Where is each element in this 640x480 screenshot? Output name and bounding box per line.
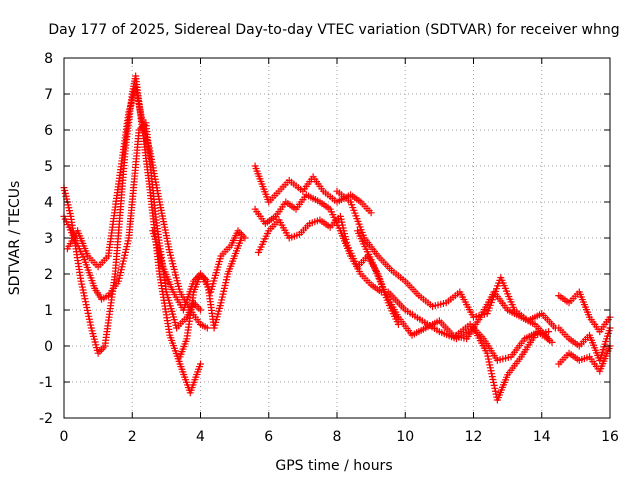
data-point — [197, 306, 204, 314]
grid-lines — [64, 58, 610, 418]
series-sat-o — [555, 324, 614, 364]
series-sat-h — [255, 212, 402, 328]
x-tick-label: 16 — [601, 429, 619, 445]
series-sat-e — [176, 234, 245, 361]
y-tick-label: 5 — [44, 159, 53, 175]
x-tick-label: 0 — [60, 429, 69, 445]
data-point — [203, 324, 211, 332]
y-tick-label: 3 — [44, 231, 53, 247]
data-point — [195, 304, 203, 312]
x-tick-label: 6 — [264, 429, 273, 445]
x-axis-label: GPS time / hours — [275, 458, 392, 474]
y-tick-label: 8 — [44, 51, 53, 67]
chart-title: Day 177 of 2025, Sidereal Day-to-day VTE… — [48, 22, 619, 38]
data-point — [545, 328, 553, 336]
y-tick-label: 6 — [44, 123, 53, 139]
series-sat-g — [251, 191, 385, 296]
y-axis-label: SDTVAR / TECUs — [7, 181, 23, 296]
series-sat-m — [555, 288, 614, 336]
y-tick-label: -1 — [39, 375, 53, 391]
data-point — [237, 234, 245, 242]
x-tick-label: 2 — [128, 429, 137, 445]
y-tick-label: 2 — [44, 267, 53, 283]
data-point — [197, 360, 204, 368]
y-tick-label: 0 — [44, 339, 53, 355]
x-tick-label: 12 — [465, 429, 483, 445]
data-point — [367, 209, 375, 217]
y-tick-label: -2 — [39, 411, 53, 427]
y-tick-label: 4 — [44, 195, 53, 211]
x-tick-label: 10 — [396, 429, 414, 445]
y-tick-label: 1 — [44, 303, 53, 319]
series-sat-f — [251, 162, 375, 217]
x-tick-label: 14 — [533, 429, 551, 445]
data-point — [548, 338, 556, 346]
series-sat-n — [555, 342, 614, 375]
x-tick-label: 4 — [196, 429, 205, 445]
y-tick-label: 7 — [44, 87, 53, 103]
data-points — [60, 72, 614, 404]
x-tick-label: 8 — [333, 429, 342, 445]
series-sat-l — [452, 320, 556, 364]
